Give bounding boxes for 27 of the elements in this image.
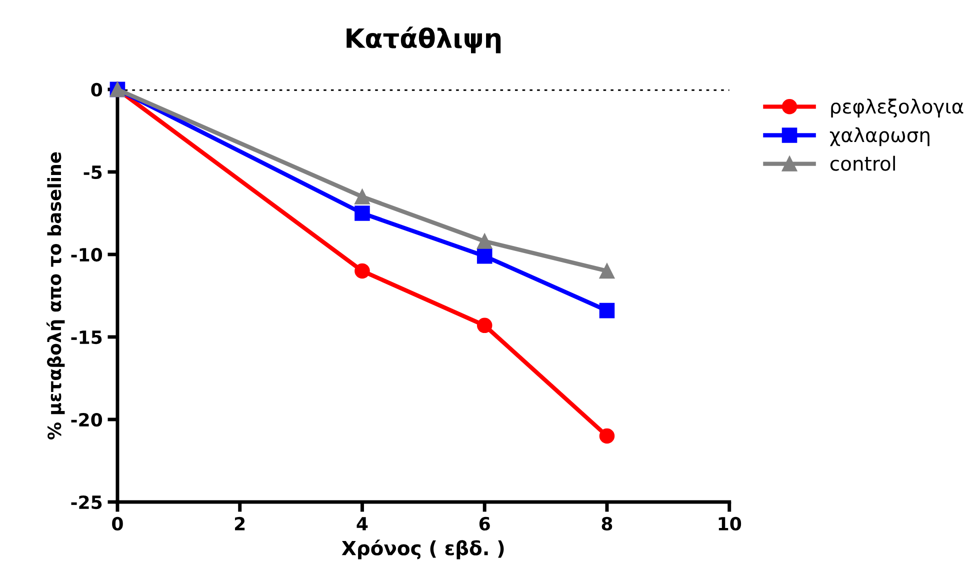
y-tick-label: -15 xyxy=(71,330,102,344)
x-tick-label: 8 xyxy=(602,516,612,531)
chart-title: Κατάθλιψη xyxy=(346,26,501,54)
y-axis-title: % μεταβολή απο το baseline xyxy=(46,152,65,440)
y-tick-label: -20 xyxy=(71,412,102,427)
x-tick-label: 10 xyxy=(718,516,742,531)
point xyxy=(599,428,615,444)
legend-label: χαλαρωση xyxy=(830,127,930,146)
legend-label: control xyxy=(830,156,895,171)
x-tick-label: 2 xyxy=(235,516,245,530)
point xyxy=(354,263,370,279)
point xyxy=(476,234,492,249)
y-tick-label: -5 xyxy=(84,166,102,180)
x-tick-label: 6 xyxy=(479,516,490,531)
point xyxy=(476,318,492,334)
y-tick-label: 0 xyxy=(91,82,102,97)
x-tick-label: 4 xyxy=(356,517,368,530)
point xyxy=(476,248,492,264)
y-tick-label: -10 xyxy=(71,248,102,262)
legend-label: ρεφλεξολογια xyxy=(831,98,964,118)
point xyxy=(599,302,615,318)
y-tick-label: -25 xyxy=(71,495,102,510)
point xyxy=(354,189,370,204)
point xyxy=(599,263,615,279)
point xyxy=(354,206,370,221)
x-axis-title: Χρόνος ( εβδ. ) xyxy=(342,540,504,560)
x-tick-label: 0 xyxy=(112,516,123,531)
